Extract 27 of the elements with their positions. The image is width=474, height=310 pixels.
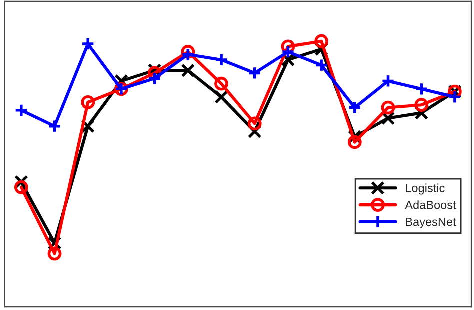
- point: [414, 98, 429, 112]
- point: [281, 45, 296, 59]
- point: [314, 34, 329, 48]
- point: [48, 246, 62, 261]
- point: [181, 64, 196, 78]
- point: [248, 116, 262, 131]
- point: [348, 135, 362, 150]
- point: [181, 48, 196, 62]
- point: [381, 74, 396, 88]
- point: [148, 72, 162, 86]
- point: [214, 90, 228, 104]
- point: [448, 90, 462, 104]
- point: [48, 119, 62, 134]
- point: [381, 100, 396, 115]
- legend-label: BayesNet: [406, 218, 456, 229]
- point: [414, 82, 429, 96]
- point: [81, 96, 96, 110]
- point: [248, 66, 262, 80]
- legend-label: AdaBoost: [405, 200, 456, 210]
- point: [14, 103, 28, 118]
- point: [214, 53, 228, 67]
- legend-label: Logistic: [406, 184, 445, 195]
- point: [14, 180, 28, 194]
- point: [214, 76, 228, 91]
- point: [314, 58, 329, 72]
- point: [81, 37, 96, 51]
- point: [348, 100, 362, 115]
